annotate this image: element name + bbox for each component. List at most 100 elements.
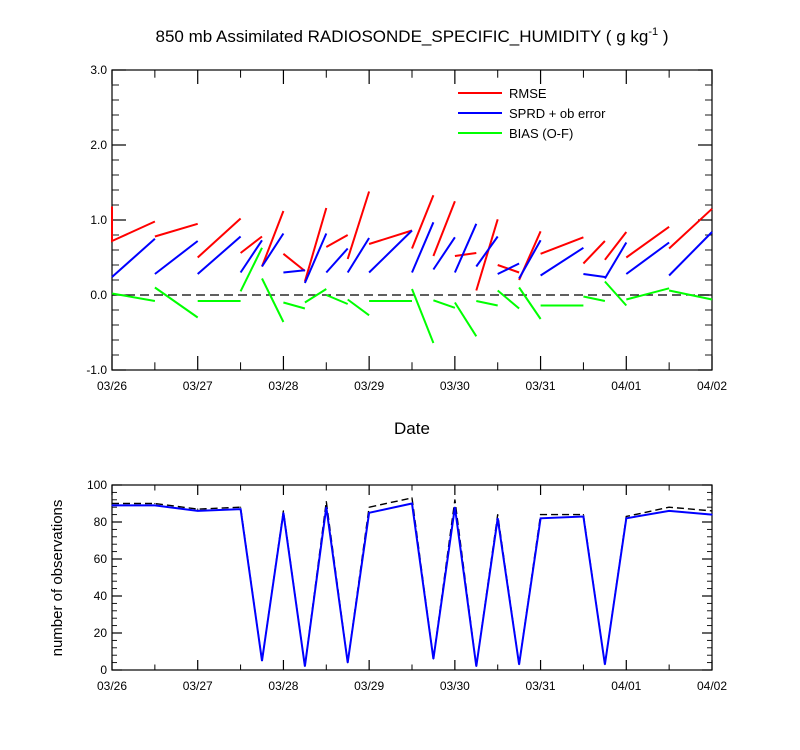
bias-o-f-series-segment — [626, 287, 670, 301]
possible-observations-point — [582, 514, 585, 516]
legend: RMSE SPRD + ob error BIAS (O-F) — [458, 86, 606, 141]
bottom-x-tick-label: 03/27 — [183, 679, 213, 693]
top-x-tick-label: 03/26 — [97, 379, 127, 393]
sprd-ob-error-series-segment — [283, 269, 306, 274]
sprd-ob-error-series-segment — [475, 235, 499, 268]
top-plot: 03/26 03/27 03/28 03/29 03/30 03/31 04/01 04/02… — [86, 63, 727, 393]
rmse-series-segment — [368, 229, 413, 245]
legend-label-sprd-ob-error: SPRD + ob error — [509, 106, 606, 121]
bottom-x-tick-label: 04/01 — [611, 679, 641, 693]
sprd-ob-error-series-segment — [604, 241, 628, 280]
bias-o-f-series-segment — [454, 301, 478, 337]
rmse-series-segment — [454, 252, 477, 257]
rmse-series-segment — [282, 253, 306, 272]
sprd-ob-error-series-segment — [111, 238, 156, 278]
bottom-y-tick-label: 80 — [94, 515, 108, 529]
bottom-plot: 03/26 03/27 03/28 03/29 03/30 03/31 04/01 04/02… — [87, 478, 727, 693]
possible-observations-point — [668, 506, 670, 508]
bias-o-f-series-segment — [433, 299, 456, 309]
bias-o-f-series-segment — [476, 300, 498, 307]
rmse-series-segment — [346, 191, 371, 260]
bottom-y-tick-label: 40 — [94, 589, 108, 603]
bottom-frame — [111, 484, 713, 671]
x-axis-label: Date — [394, 419, 430, 438]
possible-observations-point — [197, 508, 199, 510]
bias-o-f-series-segment — [304, 288, 327, 304]
assimilated-observations-point — [432, 658, 434, 660]
top-x-tick-label: 03/28 — [268, 379, 298, 393]
assimilated-observations-point — [282, 512, 284, 514]
sprd-ob-error-series-segment — [411, 221, 435, 273]
top-y-tick-label: 3.0 — [90, 63, 107, 77]
assimilated-observations-point — [347, 662, 349, 664]
possible-observations-point — [411, 497, 413, 499]
bias-o-f-series-segment — [283, 301, 306, 310]
sprd-ob-error-series-segment — [303, 233, 328, 284]
sprd-ob-error-series-segment — [325, 247, 349, 274]
sprd-ob-error-series-segment — [625, 241, 670, 275]
bottom-y-tick-label: 0 — [100, 663, 107, 677]
bias-o-f-series-segment — [497, 289, 520, 310]
bottom-x-tick-label: 03/31 — [526, 679, 556, 693]
possible-observations-point — [540, 514, 542, 516]
top-x-tick-label: 04/02 — [697, 379, 727, 393]
chart-title: 850 mb Assimilated RADIOSONDE_SPECIFIC_H… — [156, 26, 669, 46]
bias-o-f-series-segment — [583, 295, 606, 302]
possible-observations-point — [711, 510, 713, 512]
rmse-series-segment — [154, 222, 198, 238]
y-axis-label-observations: number of observations — [49, 500, 66, 657]
assimilated-observations-point — [325, 506, 327, 508]
legend-label-rmse: RMSE — [509, 86, 547, 101]
bottom-y-tick-label: 60 — [94, 552, 108, 566]
sprd-ob-error-series-segment — [261, 232, 285, 268]
top-x-tick-label: 04/01 — [611, 379, 641, 393]
sprd-ob-error-series-segment — [583, 273, 606, 278]
bias-o-f-series-segment — [111, 292, 156, 302]
bottom-y-tick-label: 100 — [87, 478, 107, 492]
top-y-tick-label: 0.0 — [90, 288, 107, 302]
possible-observations-point — [282, 510, 284, 512]
bottom-x-tick-label: 03/28 — [268, 679, 298, 693]
sprd-ob-error-series-segment — [518, 239, 542, 279]
rmse-series-segment — [540, 236, 584, 255]
sprd-ob-error-series-segment — [540, 246, 584, 277]
possible-observations-point — [368, 506, 370, 508]
assimilated-observations-point — [497, 517, 499, 519]
sprd-ob-error-series-segment — [154, 240, 199, 275]
assimilated-observations-point — [368, 512, 370, 514]
bias-o-f-series-segment — [411, 288, 435, 344]
top-x-tick-label: 03/27 — [183, 379, 213, 393]
rmse-series-segment — [303, 207, 328, 282]
rmse-series-segment — [325, 234, 349, 248]
sprd-ob-error-series-segment — [368, 229, 413, 274]
assimilated-observations-point — [540, 517, 542, 519]
top-x-tick-label: 03/31 — [526, 379, 556, 393]
assimilated-observations-point — [475, 665, 477, 667]
rmse-series-segment — [625, 225, 670, 259]
bottom-x-tick-label: 03/29 — [354, 679, 384, 693]
bottom-x-tick-label: 04/02 — [697, 679, 727, 693]
bias-o-f-series-segment — [668, 289, 713, 301]
legend-label-bias-o-f: BIAS (O-F) — [509, 126, 573, 141]
bias-o-f-series-segment — [261, 278, 285, 323]
sprd-ob-error-series-segment — [197, 235, 242, 275]
possible-observations-point — [497, 514, 499, 516]
rmse-series-segment — [261, 210, 285, 267]
bias-o-f-series-segment — [518, 286, 542, 320]
rmse-series-segment — [604, 231, 628, 261]
bias-o-f-series-segment — [604, 280, 628, 307]
assimilated-observations-point — [582, 515, 585, 518]
possible-observations-point — [454, 499, 456, 501]
rmse-series-segment — [668, 208, 713, 250]
assimilated-observations-point — [454, 506, 456, 508]
assimilated-observations-point — [411, 502, 413, 505]
possible-observations-point — [240, 506, 242, 508]
sprd-ob-error-series-segment — [239, 239, 263, 274]
assimilated-observations-point — [261, 660, 263, 662]
assimilated-observations-point — [154, 504, 156, 506]
bottom-y-tick-label: 20 — [94, 626, 108, 640]
top-frame — [111, 69, 713, 371]
possible-observations-point — [154, 502, 156, 505]
bias-o-f-series-segment — [325, 294, 349, 305]
top-y-tick-label: -1.0 — [86, 363, 107, 377]
